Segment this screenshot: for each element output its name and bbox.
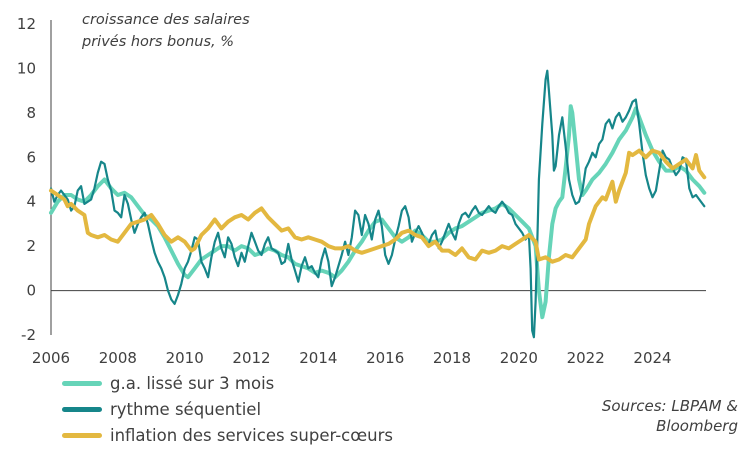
legend-label-services-inflation: inflation des services super-cœurs xyxy=(110,425,393,445)
legend-swatch-services-inflation xyxy=(62,432,102,438)
y-axis-ticks: -2 0 2 4 6 8 10 12 xyxy=(17,15,36,344)
legend-label-smoothed: g.a. lissé sur 3 mois xyxy=(110,373,275,393)
x-tick-label: 2008 xyxy=(99,349,137,367)
y-tick-label: 0 xyxy=(26,282,36,300)
legend-item-services-inflation: inflation des services super-cœurs xyxy=(62,422,393,448)
y-tick-label: 12 xyxy=(17,15,36,33)
series-layer xyxy=(49,69,707,339)
y-tick-label: 2 xyxy=(26,237,36,255)
x-tick-label: 2022 xyxy=(567,349,605,367)
source-line-1: Sources: LBPAM & xyxy=(601,397,738,415)
x-tick-label: 2018 xyxy=(433,349,471,367)
y-tick-label: -2 xyxy=(21,326,36,344)
y-tick-label: 4 xyxy=(26,193,36,211)
series-line-sequential xyxy=(49,69,706,339)
legend-swatch-sequential xyxy=(62,406,102,412)
legend: g.a. lissé sur 3 mois rythme séquentiel … xyxy=(62,370,393,448)
legend-item-smoothed: g.a. lissé sur 3 mois xyxy=(62,370,393,396)
source-note: Sources: LBPAM & Bloomberg xyxy=(602,396,738,436)
source-line-2: Bloomberg xyxy=(656,417,738,435)
x-tick-label: 2024 xyxy=(633,349,671,367)
x-tick-label: 2010 xyxy=(166,349,204,367)
x-tick-label: 2014 xyxy=(299,349,337,367)
chart-title-line-1: croissance des salaires xyxy=(82,12,250,28)
x-tick-label: 2006 xyxy=(32,349,70,367)
y-tick-label: 10 xyxy=(17,59,36,77)
legend-item-sequential: rythme séquentiel xyxy=(62,396,393,422)
series-line-smoothed xyxy=(49,104,707,320)
x-tick-label: 2012 xyxy=(232,349,270,367)
x-axis-ticks: 2006 2008 2010 2012 2014 2016 2018 2020 2022 2024 xyxy=(32,349,672,367)
legend-swatch-smoothed xyxy=(62,380,102,386)
legend-label-sequential: rythme séquentiel xyxy=(110,399,262,419)
x-tick-label: 2020 xyxy=(500,349,538,367)
series-line-services-inflation xyxy=(49,148,707,264)
y-tick-label: 8 xyxy=(26,104,36,122)
x-tick-label: 2016 xyxy=(366,349,404,367)
y-tick-label: 6 xyxy=(26,148,36,166)
chart-title-line-2: privés hors bonus, % xyxy=(81,34,234,50)
